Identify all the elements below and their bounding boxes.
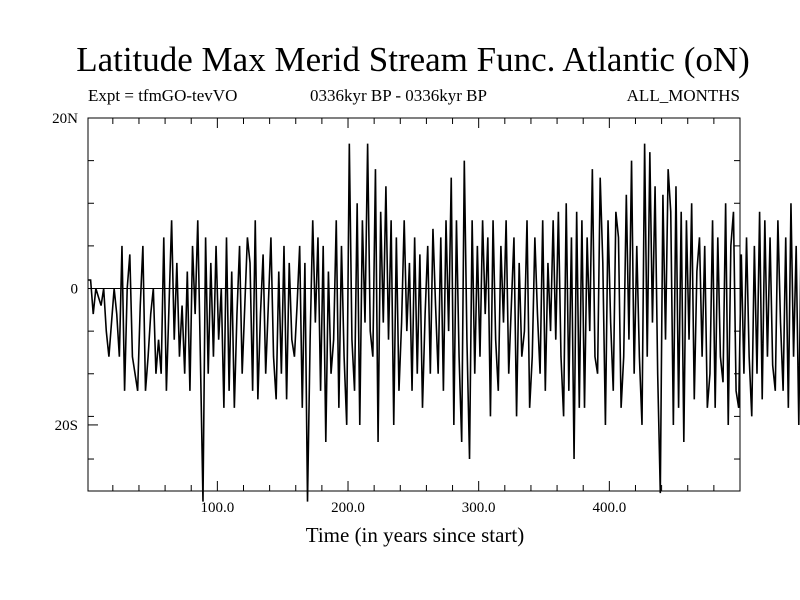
x-tick-label: 300.0 — [462, 500, 496, 516]
y-tick-label: 20N — [52, 111, 78, 127]
x-tick-label: 100.0 — [200, 500, 234, 516]
x-axis-label: Time (in years since start) — [306, 523, 525, 547]
time-range-label: 0336kyr BP - 0336kyr BP — [310, 86, 487, 105]
months-label: ALL_MONTHS — [626, 86, 740, 105]
y-axis: 20N 0 20S — [52, 111, 740, 460]
experiment-label: Expt = tfmGO-tevVO — [88, 86, 238, 105]
x-tick-label: 400.0 — [592, 500, 626, 516]
x-tick-label: 200.0 — [331, 500, 365, 516]
plot-area — [88, 143, 800, 502]
series-line — [88, 143, 800, 502]
y-tick-label: 20S — [55, 418, 78, 434]
chart-title: Latitude Max Merid Stream Func. Atlantic… — [76, 40, 750, 79]
x-axis: 100.0 200.0 300.0 400.0 — [112, 118, 715, 516]
y-tick-label: 0 — [71, 282, 79, 298]
plot-frame — [87, 117, 741, 492]
